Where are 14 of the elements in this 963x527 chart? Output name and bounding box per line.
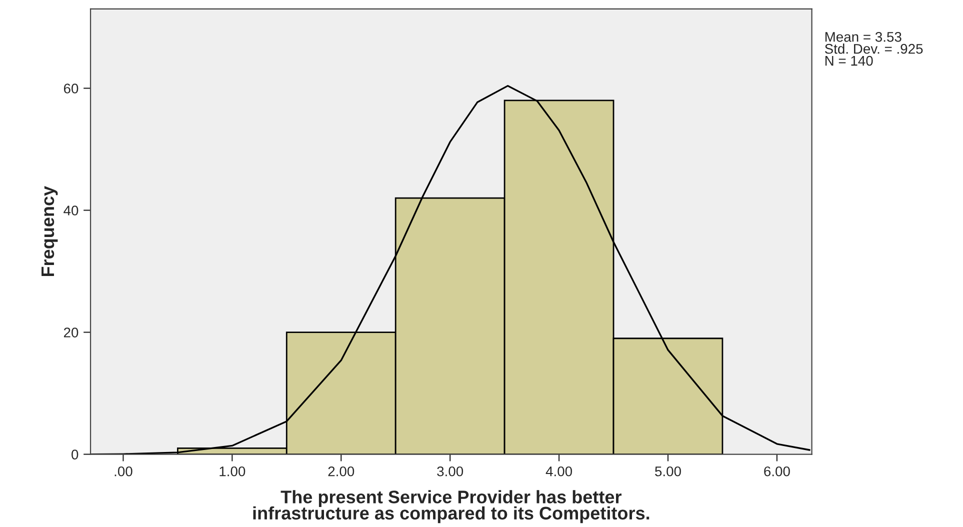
y-tick-label: 0: [72, 450, 78, 460]
y-tick-label: 60: [64, 84, 78, 94]
y-tick-label: 20: [64, 328, 78, 338]
x-tick-label: 3.00: [437, 466, 464, 476]
x-tick-label: 4.00: [546, 466, 572, 476]
y-axis-title: Frequency: [42, 186, 58, 276]
x-tick-label: .00: [114, 466, 132, 476]
x-tick-label: 1.00: [220, 466, 246, 476]
y-tick-label: 40: [64, 206, 78, 216]
text: Mean = 3.53 Std. Dev. = .925 N = 140: [824, 32, 923, 66]
x-tick-label: 2.00: [328, 466, 354, 476]
x-tick-label: 5.00: [655, 466, 681, 476]
x-tick-label: 6.00: [764, 466, 790, 476]
x-axis-title: The present Service Provider has better infrastructure as compared to its Competitors.: [253, 490, 650, 524]
